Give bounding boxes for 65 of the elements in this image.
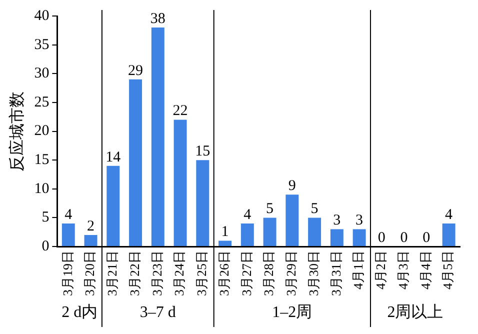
- y-tick-label: 25: [34, 94, 50, 110]
- bar: [263, 218, 276, 246]
- x-tick-label: 3月25日: [194, 250, 210, 296]
- text: 3–7 d: [140, 304, 176, 322]
- y-axis-title: 反应城市数: [8, 91, 26, 172]
- x-tick-label: 3月27日: [238, 250, 254, 296]
- x-tick-label: 3月21日: [104, 250, 120, 296]
- bar: [84, 234, 98, 246]
- y-tick-label: 35: [34, 36, 50, 53]
- bar: [308, 218, 322, 246]
- bar: [62, 223, 75, 246]
- x-tick-label: 3月31日: [328, 250, 344, 296]
- x-tick-label: 3月26日: [216, 250, 232, 296]
- data-label: 22: [172, 103, 188, 120]
- x-tick-label: 3月30日: [306, 250, 321, 296]
- data-label: 14: [106, 149, 122, 166]
- text: 2周以上: [387, 303, 444, 322]
- x-tick-label: 3月28日: [261, 250, 276, 296]
- data-label: 3: [333, 212, 341, 229]
- x-tick-label: 4月4日: [418, 250, 433, 290]
- bar: [442, 223, 456, 246]
- y-tick-label: 15: [34, 152, 50, 168]
- x-tick-label: 3月23日: [149, 250, 164, 296]
- bar: [286, 194, 299, 246]
- text: 2 d内: [62, 303, 98, 322]
- x-tick-label: 4月3日: [395, 250, 410, 290]
- data-label: 0: [422, 230, 430, 246]
- x-tick-label: 3月19日: [60, 250, 75, 296]
- x-tick-label: 4月1日: [350, 250, 366, 290]
- data-label: 0: [378, 230, 386, 246]
- data-label: 4: [64, 206, 73, 223]
- data-label: 4: [244, 206, 252, 223]
- x-tick-label: 3月24日: [172, 250, 187, 296]
- x-tick-label: 4月2日: [373, 250, 388, 290]
- data-label: 38: [150, 10, 166, 27]
- x-tick-label: 3月29日: [284, 250, 299, 296]
- y-tick-label: 10: [34, 180, 50, 197]
- data-label: 15: [195, 144, 210, 160]
- y-tick-label: 40: [34, 8, 50, 24]
- data-label: 0: [400, 230, 408, 246]
- text: 1–2周: [272, 304, 312, 322]
- bar: [174, 120, 187, 246]
- data-label: 3: [356, 212, 364, 229]
- bar: [352, 229, 366, 246]
- bar: [151, 28, 164, 246]
- bar: [129, 79, 142, 246]
- data-label: 29: [128, 62, 144, 79]
- data-label: 5: [266, 201, 274, 218]
- data-label: 5: [310, 201, 318, 218]
- bar: [240, 223, 254, 246]
- data-label: 4: [445, 206, 454, 223]
- y-tick-label: 30: [34, 66, 50, 82]
- x-tick-label: 4月5日: [440, 250, 456, 290]
- y-tick-label: 5: [42, 210, 50, 226]
- data-label: 2: [87, 218, 95, 234]
- bar: [218, 240, 232, 246]
- data-label: 1: [221, 224, 229, 240]
- y-tick-label: 20: [34, 123, 50, 140]
- x-tick-label: 3月22日: [126, 250, 142, 296]
- bar: [106, 166, 120, 246]
- bar: [196, 160, 210, 246]
- data-label: 9: [288, 178, 296, 194]
- bar: [330, 229, 344, 246]
- x-tick-label: 3月20日: [82, 250, 98, 296]
- y-tick-label: 0: [42, 238, 50, 254]
